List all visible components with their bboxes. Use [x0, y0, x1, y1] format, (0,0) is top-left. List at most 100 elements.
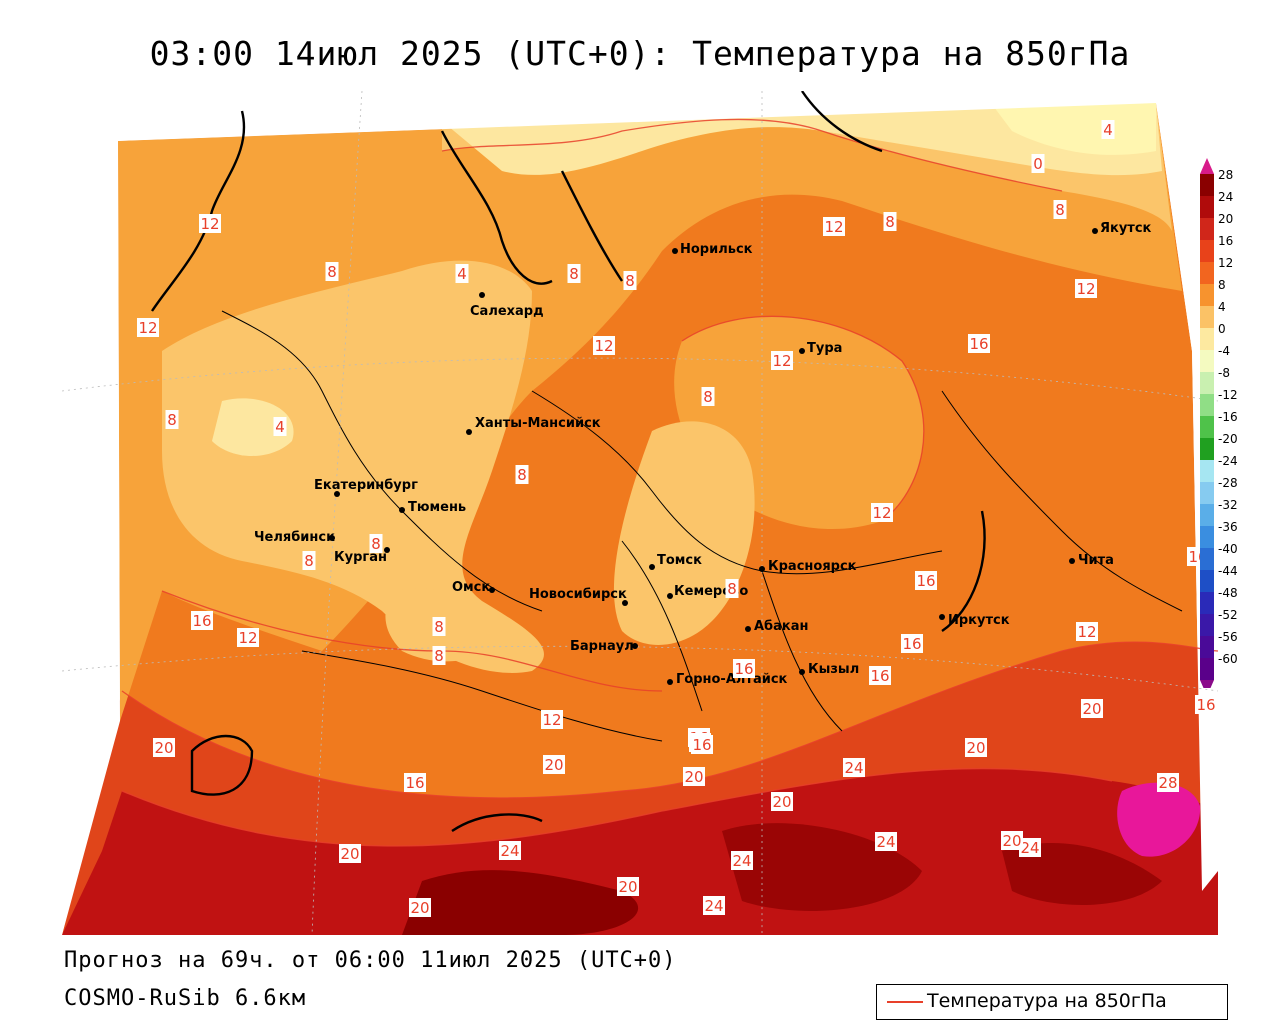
- city-label: Ханты-Мансийск: [475, 416, 601, 431]
- field-28-c: [1002, 842, 1162, 905]
- contour-label: 12: [199, 214, 221, 233]
- contour-label-text: 16: [870, 667, 889, 685]
- colorbar-swatch: [1200, 526, 1214, 548]
- city-label: Красноярск: [768, 559, 857, 574]
- legend-line-swatch: [887, 1001, 923, 1003]
- colorbar-swatch: [1200, 328, 1214, 350]
- contour-label: 24: [703, 896, 725, 915]
- contour-label: 8: [725, 579, 739, 598]
- contour-label: 20: [965, 738, 987, 757]
- contour-label-text: 28: [1158, 774, 1177, 792]
- colorbar-tick-label: -16: [1218, 410, 1238, 424]
- colorbar-swatch: [1200, 218, 1214, 240]
- forecast-info: Прогноз на 69ч. от 06:00 11июл 2025 (UTC…: [64, 948, 677, 973]
- colorbar-swatch: [1200, 196, 1214, 218]
- contour-label-text: 8: [885, 213, 895, 231]
- field-hot: [1117, 782, 1201, 857]
- field-24: [62, 768, 1218, 935]
- colorbar-top-arrow: [1200, 158, 1214, 174]
- city-label: Барнаул: [570, 639, 634, 654]
- city-label: Тюмень: [408, 500, 466, 515]
- colorbar-swatch: [1200, 570, 1214, 592]
- colorbar-tick-label: 24: [1218, 190, 1233, 204]
- contour-label-text: 12: [872, 504, 891, 522]
- contour-label: 12: [823, 217, 845, 236]
- city-dot: [939, 614, 945, 620]
- contour-label: 4: [455, 264, 469, 283]
- contour-label: 12: [137, 318, 159, 337]
- colorbar-swatch: [1200, 504, 1214, 526]
- colorbar-tick-label: -40: [1218, 542, 1238, 556]
- colorbar-tick-label: 20: [1218, 212, 1233, 226]
- contour-label: 0: [1031, 154, 1045, 173]
- colorbar-swatch: [1200, 262, 1214, 284]
- contour-label: 20: [153, 738, 175, 757]
- contour-label-text: 12: [238, 629, 257, 647]
- field-28-a: [402, 870, 639, 935]
- colorbar-swatch: [1200, 372, 1214, 394]
- contour-label: 4: [1101, 120, 1115, 139]
- city-label: Чита: [1078, 553, 1114, 568]
- contour-label: 12: [771, 351, 793, 370]
- outside-top: [118, 91, 1218, 141]
- outside-left: [62, 91, 120, 935]
- colorbar: 28 24 20 16 12 8 4 0 -4 -8 -12 -16 -20 -24 -28 -32 -36 -4…: [1200, 158, 1238, 688]
- city-label: Горно-Алтайск: [676, 672, 788, 687]
- contour-label: 20: [617, 877, 639, 896]
- colorbar-swatch: [1200, 416, 1214, 438]
- contour-label-text: 16: [405, 774, 424, 792]
- contour-label-text: 8: [434, 618, 444, 636]
- colorbar-tick-label: -48: [1218, 586, 1238, 600]
- contour-label: 8: [432, 617, 446, 636]
- contour-label-text: 20: [410, 899, 429, 917]
- contour-label-text: 20: [544, 756, 563, 774]
- colorbar-tick-label: -28: [1218, 476, 1238, 490]
- city-dot: [466, 429, 472, 435]
- colorbar-tick-label: -36: [1218, 520, 1238, 534]
- colorbar-tick-label: -24: [1218, 454, 1238, 468]
- colorbar-bottom-arrow: [1200, 680, 1214, 688]
- colorbar-tick-label: -32: [1218, 498, 1238, 512]
- colorbar-tick-label: 8: [1218, 278, 1226, 292]
- contour-label-text: 20: [772, 793, 791, 811]
- contour-label: 8: [623, 271, 637, 290]
- contour-label: 16: [901, 634, 923, 653]
- colorbar-swatch: [1200, 306, 1214, 328]
- contour-label-text: 0: [1033, 155, 1043, 173]
- contour-label: 20: [339, 844, 361, 863]
- contour-label: 24: [499, 841, 521, 860]
- city-dot: [1092, 228, 1098, 234]
- contour-label-text: 12: [772, 352, 791, 370]
- colorbar-tick-label: -60: [1218, 652, 1238, 666]
- contour-label: 12: [1075, 279, 1097, 298]
- legend: Температура на 850гПа: [876, 984, 1228, 1020]
- city-dot: [667, 593, 673, 599]
- city-dot: [489, 587, 495, 593]
- city-label: Иркутск: [948, 613, 1010, 628]
- city-label: Томск: [657, 553, 702, 568]
- contour-label-text: 12: [200, 215, 219, 233]
- city-dot: [799, 669, 805, 675]
- city-dot: [479, 292, 485, 298]
- colorbar-tick-label: 4: [1218, 300, 1226, 314]
- colorbar-tick-label: 12: [1218, 256, 1233, 270]
- colorbar-tick-label: -56: [1218, 630, 1238, 644]
- colorbar-tick-label: -20: [1218, 432, 1238, 446]
- contour-label-text: 24: [500, 842, 519, 860]
- contour-label: 16: [733, 659, 755, 678]
- city-label: Норильск: [680, 242, 753, 257]
- contour-label: 24: [731, 851, 753, 870]
- map-title: 03:00 14июл 2025 (UTC+0): Температура на…: [149, 34, 1131, 73]
- contour-label: 24: [875, 832, 897, 851]
- contour-label-text: 20: [684, 768, 703, 786]
- contour-label: 20: [1001, 831, 1023, 850]
- contour-label: 8: [567, 264, 581, 283]
- colorbar-swatch: [1200, 460, 1214, 482]
- contour-label-text: 8: [434, 647, 444, 665]
- city-dot: [632, 643, 638, 649]
- city-dot: [384, 547, 390, 553]
- contour-label-text: 24: [732, 852, 751, 870]
- contour-label-text: 20: [966, 739, 985, 757]
- contour-label: 16: [1195, 695, 1217, 714]
- colorbar-tick-label: -4: [1218, 344, 1230, 358]
